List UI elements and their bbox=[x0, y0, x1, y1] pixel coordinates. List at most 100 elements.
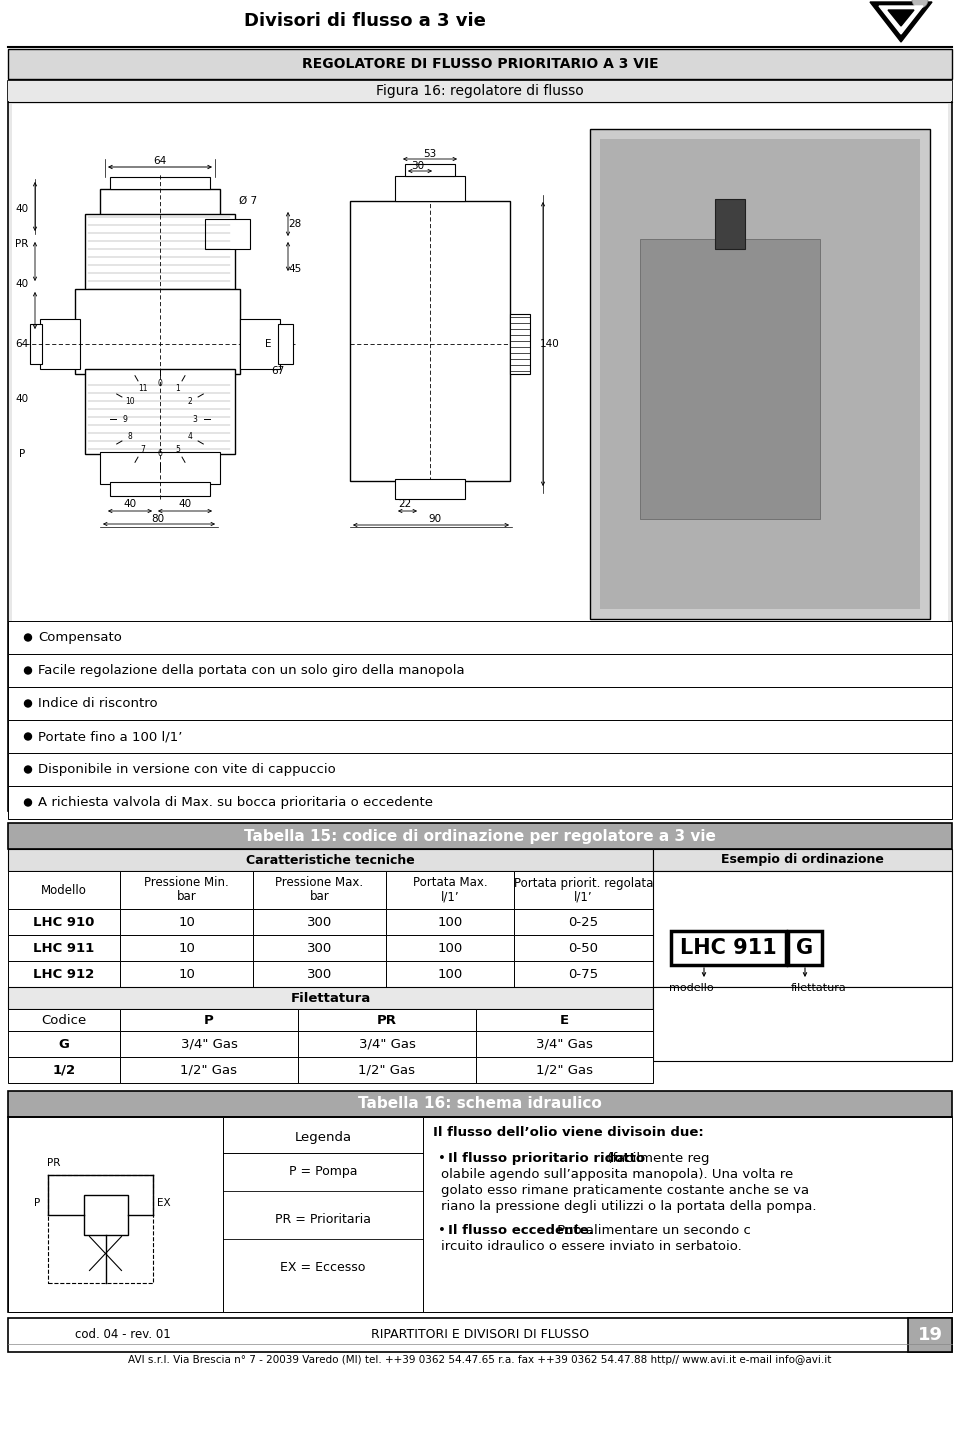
Bar bbox=[8, 1058, 120, 1084]
Bar bbox=[8, 1117, 223, 1312]
Circle shape bbox=[810, 350, 870, 409]
Text: 10: 10 bbox=[125, 397, 134, 406]
Bar bbox=[47, 1174, 153, 1282]
Bar bbox=[423, 1117, 952, 1312]
Bar bbox=[298, 1009, 476, 1030]
Bar bbox=[253, 871, 386, 909]
Text: 80: 80 bbox=[152, 514, 164, 524]
Text: P: P bbox=[204, 1013, 214, 1026]
Text: LHC 910: LHC 910 bbox=[34, 915, 95, 928]
Text: P = Pompa: P = Pompa bbox=[289, 1166, 357, 1179]
Text: Esempio di ordinazione: Esempio di ordinazione bbox=[721, 853, 884, 866]
Text: 45: 45 bbox=[288, 263, 301, 273]
Bar bbox=[85, 368, 235, 453]
Bar bbox=[8, 1030, 120, 1058]
Bar bbox=[30, 324, 42, 364]
Text: PR: PR bbox=[377, 1013, 397, 1026]
Circle shape bbox=[712, 181, 748, 217]
Text: 300: 300 bbox=[307, 967, 332, 980]
Text: Filettatura: Filettatura bbox=[290, 991, 371, 1004]
Bar bbox=[75, 289, 240, 374]
Bar bbox=[8, 653, 952, 686]
Circle shape bbox=[25, 732, 32, 740]
Bar bbox=[715, 199, 745, 249]
Text: Divisori di flusso a 3 vie: Divisori di flusso a 3 vie bbox=[244, 12, 486, 30]
Bar bbox=[110, 177, 210, 189]
Text: AVI s.r.l. Via Brescia n° 7 - 20039 Varedo (MI) tel. ++39 0362 54.47.65 r.a. fax: AVI s.r.l. Via Brescia n° 7 - 20039 Vare… bbox=[129, 1356, 831, 1366]
Circle shape bbox=[25, 668, 32, 673]
Text: Modello: Modello bbox=[41, 884, 87, 896]
Text: Compensato: Compensato bbox=[38, 630, 122, 645]
Text: Disponibile in versione con vite di cappuccio: Disponibile in versione con vite di capp… bbox=[38, 763, 336, 776]
Bar bbox=[788, 931, 822, 966]
Circle shape bbox=[25, 699, 32, 707]
Bar bbox=[223, 1117, 423, 1312]
Text: Caratteristiche tecniche: Caratteristiche tecniche bbox=[246, 853, 415, 866]
Text: Codice: Codice bbox=[41, 1013, 86, 1026]
Text: cod. 04 - rev. 01: cod. 04 - rev. 01 bbox=[75, 1328, 171, 1341]
Text: PR: PR bbox=[47, 1157, 60, 1167]
Text: Indice di riscontro: Indice di riscontro bbox=[38, 696, 157, 709]
Text: RIPARTITORI E DIVISORI DI FLUSSO: RIPARTITORI E DIVISORI DI FLUSSO bbox=[371, 1328, 589, 1341]
Bar bbox=[8, 1117, 952, 1312]
Bar bbox=[653, 849, 952, 871]
Text: REGOLATORE DI FLUSSO PRIORITARIO A 3 VIE: REGOLATORE DI FLUSSO PRIORITARIO A 3 VIE bbox=[301, 58, 659, 71]
Text: PR: PR bbox=[15, 239, 29, 249]
Text: 64: 64 bbox=[154, 155, 167, 165]
Text: E: E bbox=[265, 340, 272, 350]
Text: 4: 4 bbox=[188, 432, 193, 440]
Bar bbox=[514, 935, 653, 961]
Bar bbox=[8, 1091, 952, 1117]
Bar bbox=[120, 961, 253, 987]
Bar bbox=[8, 909, 120, 935]
Bar bbox=[253, 961, 386, 987]
Bar bbox=[8, 823, 952, 849]
Bar bbox=[386, 961, 514, 987]
Text: Ø 7: Ø 7 bbox=[239, 196, 257, 206]
Bar bbox=[8, 49, 952, 79]
Text: 140: 140 bbox=[540, 340, 560, 350]
Text: 9: 9 bbox=[123, 414, 128, 423]
Text: 40: 40 bbox=[15, 394, 29, 404]
Circle shape bbox=[157, 416, 163, 422]
Text: 67: 67 bbox=[272, 366, 284, 376]
Text: Portate fino a 100 l/1’: Portate fino a 100 l/1’ bbox=[38, 730, 182, 743]
Bar bbox=[100, 189, 220, 219]
Text: LHC 911: LHC 911 bbox=[680, 938, 777, 958]
Text: 1/2" Gas: 1/2" Gas bbox=[536, 1063, 593, 1076]
Text: l/1’: l/1’ bbox=[574, 891, 593, 904]
Text: 22: 22 bbox=[398, 499, 412, 509]
Text: 100: 100 bbox=[438, 915, 463, 928]
Bar bbox=[8, 849, 653, 871]
Text: (facilmente reg: (facilmente reg bbox=[603, 1153, 709, 1166]
Text: 100: 100 bbox=[438, 941, 463, 954]
Circle shape bbox=[660, 249, 740, 330]
Text: 90: 90 bbox=[428, 514, 442, 524]
Bar bbox=[110, 482, 210, 496]
Text: Portata Max.: Portata Max. bbox=[413, 876, 488, 889]
Bar bbox=[8, 1318, 952, 1353]
Text: LHC 911: LHC 911 bbox=[34, 941, 95, 954]
Text: P: P bbox=[35, 1197, 40, 1207]
Text: A richiesta valvola di Max. su bocca prioritaria o eccedente: A richiesta valvola di Max. su bocca pri… bbox=[38, 796, 433, 809]
Text: 2: 2 bbox=[188, 397, 193, 406]
Text: Pressione Max.: Pressione Max. bbox=[276, 876, 364, 889]
Text: 3/4" Gas: 3/4" Gas bbox=[536, 1038, 593, 1050]
Bar bbox=[253, 935, 386, 961]
Text: 0-25: 0-25 bbox=[568, 915, 599, 928]
Text: •: • bbox=[438, 1225, 445, 1238]
Bar bbox=[120, 935, 253, 961]
Text: 40: 40 bbox=[15, 279, 29, 289]
Bar bbox=[653, 871, 952, 987]
Text: 0-75: 0-75 bbox=[568, 967, 599, 980]
Circle shape bbox=[425, 249, 435, 259]
Bar bbox=[514, 871, 653, 909]
Circle shape bbox=[725, 453, 795, 524]
Text: LHC 912: LHC 912 bbox=[34, 967, 95, 980]
Text: 40: 40 bbox=[15, 204, 29, 214]
Text: Il flusso prioritario ridotto: Il flusso prioritario ridotto bbox=[448, 1153, 645, 1166]
Bar bbox=[476, 1030, 653, 1058]
Text: Tabella 16: schema idraulico: Tabella 16: schema idraulico bbox=[358, 1097, 602, 1111]
Text: E: E bbox=[560, 1013, 569, 1026]
Text: P: P bbox=[19, 449, 25, 459]
